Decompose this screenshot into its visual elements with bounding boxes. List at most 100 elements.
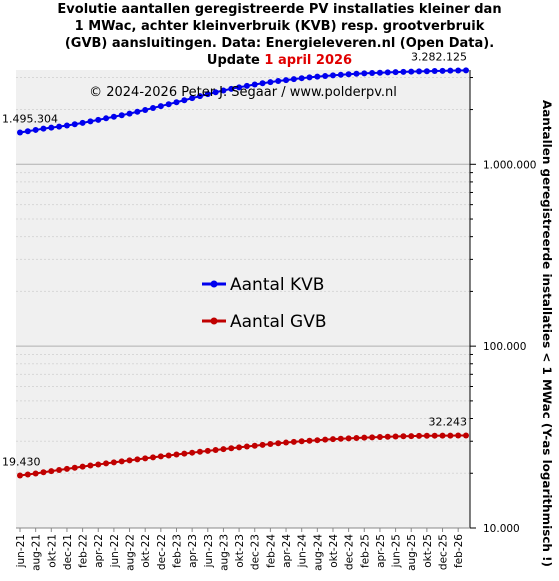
- update-date: 1 april 2026: [264, 53, 353, 68]
- data-point-kvb: [329, 72, 336, 79]
- x-tick-label: jun-22: [109, 534, 121, 568]
- data-point-gvb: [400, 433, 407, 440]
- data-point-kvb: [228, 85, 235, 92]
- x-tick-label: apr-25: [375, 534, 387, 568]
- data-point-gvb: [48, 468, 55, 475]
- data-point-gvb: [173, 451, 180, 458]
- data-point-gvb: [110, 459, 117, 466]
- copyright-text: © 2024-2026 Peter J. Segaar / www.polder…: [89, 85, 397, 100]
- data-label: 1.495.304: [2, 113, 58, 126]
- data-point-kvb: [48, 124, 55, 131]
- data-point-gvb: [329, 436, 336, 443]
- data-point-kvb: [298, 75, 305, 82]
- x-tick-label: jun-21: [15, 534, 27, 568]
- data-point-gvb: [126, 457, 133, 464]
- data-point-kvb: [408, 68, 415, 75]
- data-point-gvb: [447, 432, 454, 439]
- data-point-gvb: [165, 452, 172, 459]
- data-point-gvb: [181, 450, 188, 457]
- data-point-kvb: [181, 97, 188, 104]
- data-point-gvb: [416, 432, 423, 439]
- x-tick-label: okt-23: [234, 534, 246, 568]
- title-line-3: (GVB) aansluitingen. Data: Energielevere…: [64, 36, 495, 51]
- x-tick-label: feb-23: [171, 534, 183, 568]
- x-tick-label: jun-23: [203, 534, 215, 568]
- x-tick-label: aug-22: [125, 534, 137, 571]
- data-point-kvb: [142, 106, 149, 113]
- data-point-kvb: [173, 99, 180, 106]
- x-tick-label: dec-22: [156, 534, 168, 570]
- data-point-kvb: [40, 125, 47, 132]
- data-point-gvb: [322, 436, 329, 443]
- x-tick-label: dec-23: [250, 534, 262, 570]
- data-point-gvb: [63, 465, 70, 472]
- legend-kvb-marker: [210, 280, 218, 288]
- data-point-gvb: [103, 460, 110, 467]
- data-point-kvb: [275, 78, 282, 85]
- data-point-kvb: [189, 95, 196, 102]
- data-point-gvb: [17, 472, 23, 479]
- data-point-kvb: [71, 121, 78, 128]
- data-point-gvb: [236, 444, 243, 451]
- data-point-kvb: [439, 67, 446, 74]
- data-point-kvb: [267, 79, 274, 86]
- y-axis-label: Aantallen geregistreerde installaties < …: [540, 100, 554, 567]
- data-point-kvb: [79, 119, 86, 126]
- y-tick-label: 1.000.000: [483, 159, 536, 171]
- data-point-gvb: [361, 434, 368, 441]
- x-tick-label: apr-23: [187, 534, 199, 568]
- data-point-gvb: [384, 433, 391, 440]
- data-point-kvb: [290, 76, 297, 83]
- data-point-gvb: [314, 437, 321, 444]
- data-point-gvb: [40, 469, 47, 476]
- data-point-kvb: [306, 74, 313, 81]
- data-point-kvb: [384, 69, 391, 76]
- data-point-kvb: [423, 68, 430, 75]
- data-point-gvb: [32, 470, 39, 477]
- x-tick-label: feb-25: [359, 534, 371, 568]
- data-point-kvb: [32, 126, 39, 133]
- data-point-kvb: [220, 87, 227, 94]
- data-point-kvb: [236, 84, 243, 91]
- data-point-gvb: [142, 455, 149, 462]
- data-point-kvb: [400, 68, 407, 75]
- data-point-kvb: [463, 67, 469, 74]
- data-point-gvb: [220, 446, 227, 453]
- data-point-kvb: [243, 82, 250, 89]
- data-point-gvb: [290, 438, 297, 445]
- update-prefix: Update: [206, 53, 260, 68]
- data-point-kvb: [369, 70, 376, 77]
- data-point-gvb: [275, 440, 282, 447]
- data-point-kvb: [251, 81, 258, 88]
- data-point-kvb: [95, 116, 102, 123]
- x-tick-label: dec-25: [438, 534, 450, 570]
- data-point-gvb: [243, 443, 250, 450]
- data-label: 19.430: [2, 456, 41, 469]
- x-tick-label: feb-26: [453, 534, 465, 568]
- data-point-kvb: [196, 93, 203, 100]
- gridlines: [16, 77, 470, 474]
- x-ticks: jun-21 aug-21 okt-21 dec-21 feb-22 apr-22 jun-…: [15, 528, 465, 571]
- data-point-kvb: [157, 103, 164, 110]
- series-line-kvb: [19, 69, 467, 134]
- data-point-gvb: [157, 453, 164, 460]
- data-point-gvb: [267, 441, 274, 448]
- x-tick-label: jun-24: [297, 534, 309, 569]
- data-point-kvb: [212, 89, 219, 96]
- data-point-kvb: [150, 104, 157, 111]
- data-point-gvb: [79, 463, 86, 470]
- x-tick-label: feb-24: [265, 534, 277, 568]
- data-point-gvb: [439, 432, 446, 439]
- data-point-kvb: [17, 129, 23, 136]
- data-point-gvb: [118, 458, 125, 465]
- data-point-kvb: [416, 68, 423, 75]
- series-group: [17, 67, 469, 479]
- legend-kvb-label: Aantal KVB: [230, 275, 324, 295]
- data-point-kvb: [431, 68, 438, 75]
- legend-gvb-marker: [210, 317, 218, 325]
- y-ticks: 10.000 100.000 1.000.000: [470, 77, 536, 535]
- x-tick-label: apr-24: [281, 534, 293, 568]
- legend: Aantal KVB Aantal GVB: [202, 275, 327, 332]
- data-label: 3.282.125: [411, 50, 467, 63]
